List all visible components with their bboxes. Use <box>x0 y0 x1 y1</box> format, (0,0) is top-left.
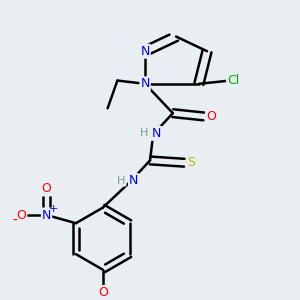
Text: O: O <box>98 286 108 299</box>
Text: N: N <box>42 208 51 221</box>
Text: O: O <box>16 208 26 221</box>
Text: N: N <box>129 174 138 187</box>
Text: Cl: Cl <box>227 74 239 87</box>
Text: O: O <box>42 182 52 196</box>
Text: N: N <box>140 77 150 90</box>
Text: +: + <box>49 204 58 214</box>
Text: -: - <box>13 214 17 228</box>
Text: H: H <box>117 176 125 186</box>
Text: S: S <box>188 156 195 169</box>
Text: O: O <box>206 110 216 123</box>
Text: N: N <box>140 45 150 58</box>
Text: H: H <box>140 128 148 138</box>
Text: N: N <box>152 127 161 140</box>
